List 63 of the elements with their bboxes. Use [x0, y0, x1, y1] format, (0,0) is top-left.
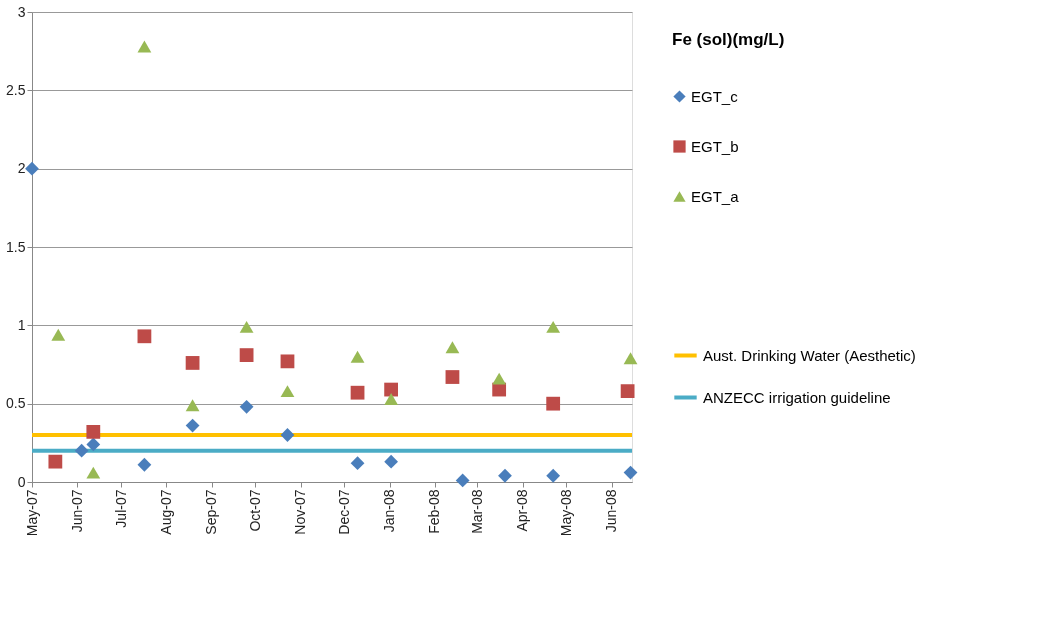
point	[185, 356, 200, 370]
point	[384, 393, 399, 405]
point	[455, 473, 470, 488]
legend-title: Fe (sol)(mg/L)	[672, 30, 785, 49]
point	[546, 396, 561, 411]
point	[546, 468, 561, 483]
point	[620, 384, 635, 399]
point	[86, 437, 101, 452]
legend-label: EGT_c	[691, 87, 739, 105]
point	[445, 370, 460, 384]
point	[492, 372, 507, 385]
legend-label: ANZECC irrigation guideline	[703, 388, 891, 406]
y-tick-label: 1	[17, 316, 26, 333]
x-tick-label: Mar-08	[468, 489, 485, 534]
point	[350, 456, 365, 471]
point	[185, 418, 200, 433]
point	[384, 454, 399, 469]
y-tick-label: 2.5	[6, 81, 26, 98]
x-tick-label: Sep-07	[203, 489, 220, 535]
legend-label: EGT_b	[691, 137, 739, 155]
point	[280, 428, 295, 442]
x-tick-label: Apr-08	[514, 489, 531, 532]
y-tick-label: 0	[17, 473, 26, 490]
x-tick-label: May-08	[557, 489, 574, 537]
point	[350, 350, 365, 363]
legend-label: EGT_a	[691, 187, 740, 205]
x-tick-label: Aug-07	[157, 489, 174, 535]
x-tick-label: Jul-07	[112, 489, 129, 528]
point	[137, 457, 152, 472]
x-tick-label: Nov-07	[292, 489, 309, 535]
y-tick-label: 1.5	[6, 238, 26, 255]
x-tick-label: May-07	[23, 489, 40, 537]
y-tick-label: 3	[17, 3, 26, 20]
point	[546, 320, 561, 333]
point	[239, 348, 254, 362]
point	[498, 468, 512, 483]
point	[137, 40, 152, 53]
x-tick-label: Feb-08	[426, 489, 443, 534]
point	[86, 466, 101, 479]
point	[185, 399, 200, 412]
point	[239, 399, 254, 414]
point	[51, 328, 66, 341]
point	[280, 385, 295, 398]
point	[280, 354, 295, 369]
x-tick-label: Jun-08	[603, 489, 620, 533]
x-tick-label: Jan-08	[381, 489, 398, 533]
point	[48, 454, 63, 469]
point	[384, 382, 399, 397]
point	[445, 341, 460, 354]
point	[239, 320, 254, 333]
point	[623, 352, 638, 365]
legend-label: Aust. Drinking Water (Aesthetic)	[703, 346, 916, 364]
point	[86, 424, 101, 439]
x-tick-label: Jun-07	[68, 489, 85, 533]
y-tick-label: 2	[17, 160, 26, 177]
x-tick-label: Oct-07	[246, 489, 263, 532]
y-tick-label: 0.5	[6, 395, 26, 412]
point	[137, 329, 152, 344]
point	[25, 161, 39, 176]
point	[74, 443, 89, 458]
point	[623, 465, 638, 480]
point	[350, 385, 365, 400]
x-tick-label: Dec-07	[335, 489, 352, 535]
